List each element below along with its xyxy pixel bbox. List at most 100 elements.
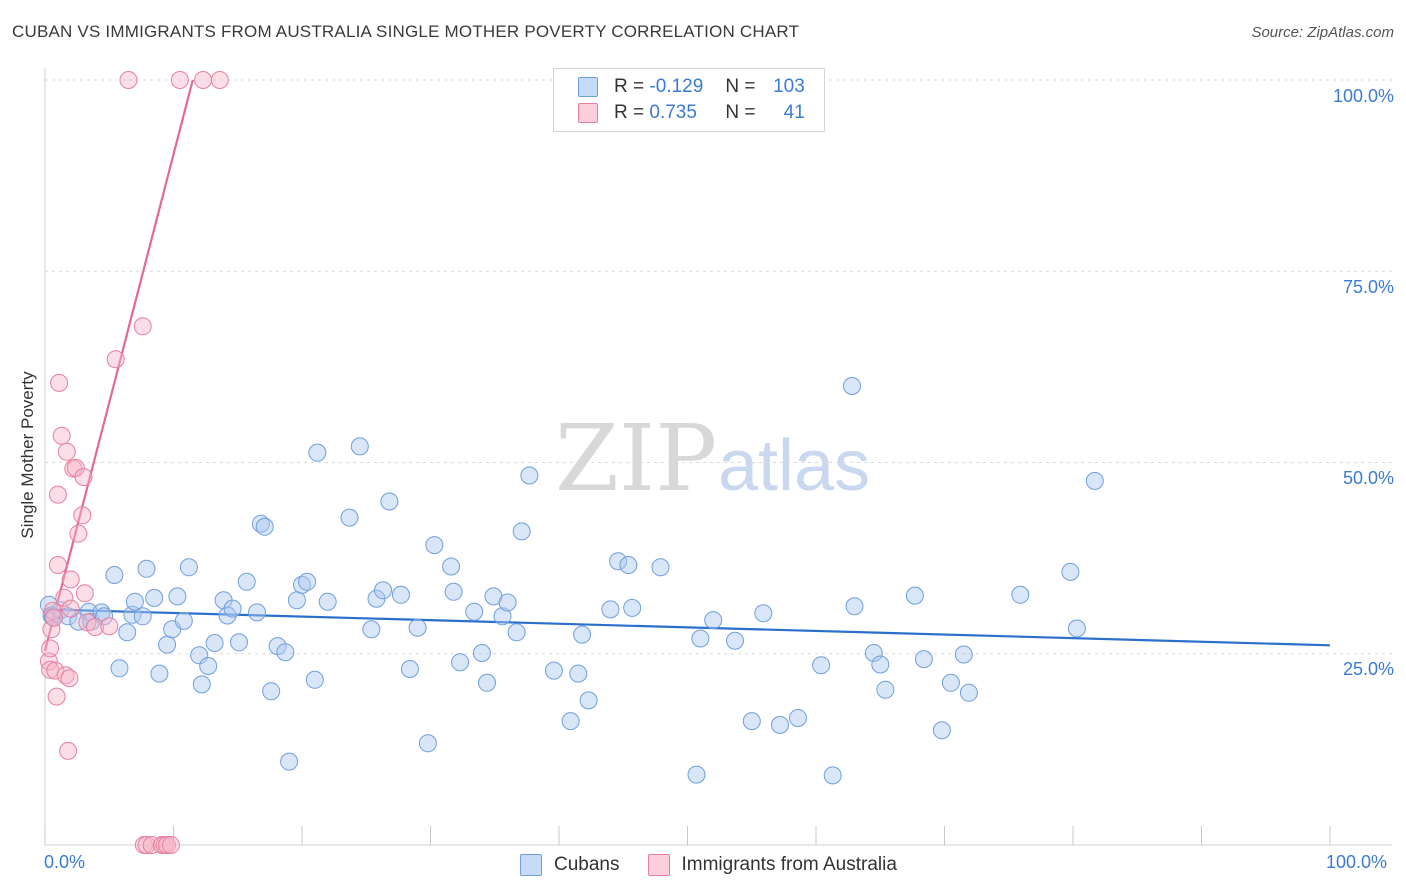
data-point-cubans xyxy=(350,437,369,456)
data-point-cubans xyxy=(444,582,463,601)
data-point-cubans xyxy=(864,644,883,662)
data-points xyxy=(39,71,1104,854)
data-point-australia xyxy=(45,608,63,627)
legend-n-value: 103 xyxy=(773,76,805,97)
data-point-cubans xyxy=(133,607,152,626)
y-tick-100: 100.0% xyxy=(1332,86,1394,106)
series-label-australia: Immigrants from Australia xyxy=(681,854,897,875)
data-point-cubans xyxy=(579,691,598,710)
data-point-cubans xyxy=(726,631,744,650)
data-point-cubans xyxy=(619,556,638,574)
legend-r-label: R = xyxy=(614,102,645,123)
data-point-cubans xyxy=(451,653,470,672)
data-point-cubans xyxy=(179,558,198,577)
data-point-australia xyxy=(119,71,138,89)
data-point-cubans xyxy=(318,592,337,611)
data-point-cubans xyxy=(145,588,164,607)
data-point-australia xyxy=(60,669,79,688)
data-point-cubans xyxy=(223,599,242,618)
data-point-cubans xyxy=(276,643,295,662)
data-point-cubans xyxy=(374,581,392,600)
data-point-australia xyxy=(47,687,66,706)
data-point-cubans xyxy=(280,752,299,771)
legend-row-australia: R = 0.735 N = 41 xyxy=(578,101,805,125)
data-point-cubans xyxy=(507,623,526,642)
data-point-cubans xyxy=(168,587,187,606)
data-point-cubans xyxy=(932,721,951,740)
legend-swatch-cubans xyxy=(578,77,598,97)
x-tick-right: 100.0% xyxy=(1326,852,1388,872)
data-point-cubans xyxy=(158,635,177,654)
gridlines xyxy=(45,79,1392,655)
data-point-cubans xyxy=(174,611,193,630)
data-point-cubans xyxy=(569,664,588,683)
data-point-cubans xyxy=(400,660,419,678)
data-point-australia xyxy=(48,485,67,504)
data-point-australia xyxy=(61,570,80,589)
legend-row-cubans: R = -0.129 N = 103 xyxy=(578,75,805,99)
data-point-australia xyxy=(66,458,85,477)
data-point-cubans xyxy=(298,572,317,591)
data-point-cubans xyxy=(561,712,580,731)
data-point-australia xyxy=(61,599,80,618)
data-point-cubans xyxy=(871,655,890,674)
data-point-australia xyxy=(142,836,161,854)
data-point-cubans xyxy=(845,597,864,616)
data-point-australia xyxy=(48,556,67,574)
data-point-australia xyxy=(158,836,177,854)
data-point-australia xyxy=(210,71,229,89)
data-point-cubans xyxy=(237,572,256,591)
data-point-cubans xyxy=(287,591,306,610)
data-point-cubans xyxy=(425,536,444,555)
data-point-cubans xyxy=(125,592,144,611)
y-tick-25: 25.0% xyxy=(1342,659,1394,679)
data-point-cubans xyxy=(691,629,710,648)
legend-n-label: N = xyxy=(725,76,756,97)
y-tick-50: 50.0% xyxy=(1342,468,1394,488)
legend-n-value: 41 xyxy=(783,102,805,123)
legend-swatch-australia xyxy=(578,103,598,123)
data-point-australia xyxy=(57,442,76,461)
series-legend-australia: Immigrants from Australia xyxy=(647,854,897,876)
data-point-australia xyxy=(41,639,60,658)
data-point-cubans xyxy=(954,645,973,664)
data-point-australia xyxy=(74,468,93,486)
data-point-australia xyxy=(75,584,94,603)
legend-r-label: R = xyxy=(614,76,645,97)
data-point-cubans xyxy=(704,611,723,630)
data-point-cubans xyxy=(230,633,248,652)
data-point-cubans xyxy=(340,508,359,527)
data-point-cubans xyxy=(771,715,789,734)
data-point-cubans xyxy=(478,673,496,692)
legend-r-value: -0.129 xyxy=(649,76,704,97)
data-point-cubans xyxy=(876,680,895,699)
data-point-cubans xyxy=(465,602,484,621)
series-legend-cubans: Cubans xyxy=(520,854,620,876)
data-point-cubans xyxy=(601,600,620,619)
data-point-cubans xyxy=(914,650,933,669)
data-point-australia xyxy=(161,836,180,854)
watermark-atlas: atlas xyxy=(718,426,870,506)
series-swatch-australia xyxy=(647,854,670,876)
data-point-cubans xyxy=(651,558,670,577)
source-label: Source: ZipAtlas.com xyxy=(1251,24,1394,41)
data-point-cubans xyxy=(391,585,410,604)
y-tick-75: 75.0% xyxy=(1342,277,1394,297)
data-point-cubans xyxy=(418,734,437,753)
data-point-australia xyxy=(52,426,71,445)
data-point-australia xyxy=(170,71,189,89)
correlation-legend: R = -0.129 N = 103 R = 0.735 N = 41 xyxy=(553,68,825,132)
data-point-australia xyxy=(69,524,88,543)
data-point-cubans xyxy=(472,644,491,662)
data-point-cubans xyxy=(199,657,218,675)
data-point-cubans xyxy=(442,557,461,576)
data-point-australia xyxy=(59,741,78,760)
data-point-cubans xyxy=(1067,619,1086,638)
watermark-zip: ZIP xyxy=(555,405,717,512)
data-point-cubans xyxy=(305,670,324,689)
data-point-cubans xyxy=(150,664,169,683)
data-point-australia xyxy=(137,836,156,854)
axes xyxy=(44,68,1392,846)
data-point-cubans xyxy=(1061,562,1080,581)
chart-title: CUBAN VS IMMIGRANTS FROM AUSTRALIA SINGL… xyxy=(12,22,800,41)
